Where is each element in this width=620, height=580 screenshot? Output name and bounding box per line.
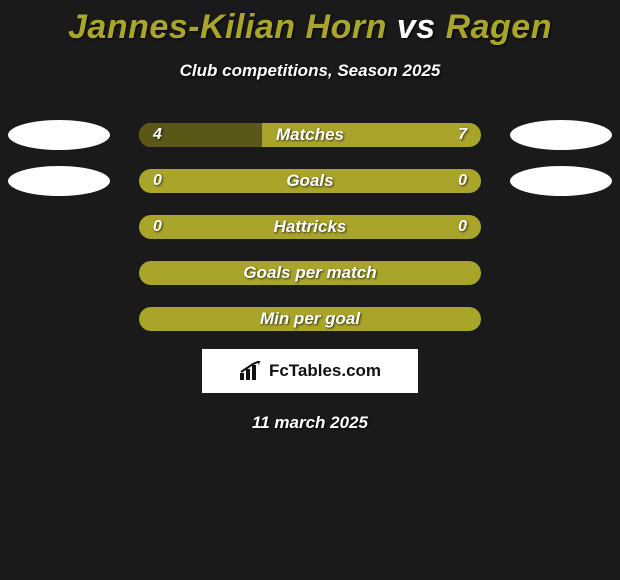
attribution-box: FcTables.com (202, 349, 418, 393)
chart-container: Jannes-Kilian Horn vs Ragen Club competi… (0, 0, 620, 433)
comparison-title: Jannes-Kilian Horn vs Ragen (0, 8, 620, 47)
subtitle: Club competitions, Season 2025 (0, 61, 620, 81)
stat-bar: 0 0 Hattricks (139, 215, 481, 239)
player1-name: Jannes-Kilian Horn (68, 8, 387, 46)
stat-bar: 4 7 Matches (139, 123, 481, 147)
stats-area: 4 7 Matches 0 0 Goals 0 0 Hattricks Goals per mat… (0, 123, 620, 331)
stat-value-left: 0 (153, 218, 162, 236)
date-text: 11 march 2025 (0, 413, 620, 433)
stat-label: Goals per match (243, 263, 376, 283)
stat-value-left: 4 (153, 126, 162, 144)
stat-value-right: 0 (458, 172, 467, 190)
player1-marker (8, 120, 110, 150)
stat-row: 0 0 Hattricks (0, 215, 620, 239)
stat-bar: Min per goal (139, 307, 481, 331)
stat-value-right: 0 (458, 218, 467, 236)
stat-label: Matches (276, 125, 344, 145)
title-vs: vs (387, 8, 446, 46)
stat-label: Hattricks (274, 217, 347, 237)
stat-row: Goals per match (0, 261, 620, 285)
stat-row: Min per goal (0, 307, 620, 331)
player2-name: Ragen (446, 8, 552, 46)
stat-value-right: 7 (458, 126, 467, 144)
attribution-text: FcTables.com (269, 361, 381, 381)
stat-label: Goals (286, 171, 333, 191)
bar-chart-icon (239, 361, 263, 381)
player2-marker (510, 166, 612, 196)
stat-row: 4 7 Matches (0, 123, 620, 147)
stat-row: 0 0 Goals (0, 169, 620, 193)
stat-label: Min per goal (260, 309, 360, 329)
stat-value-left: 0 (153, 172, 162, 190)
player1-marker (8, 166, 110, 196)
player2-marker (510, 120, 612, 150)
stat-bar: Goals per match (139, 261, 481, 285)
stat-bar: 0 0 Goals (139, 169, 481, 193)
